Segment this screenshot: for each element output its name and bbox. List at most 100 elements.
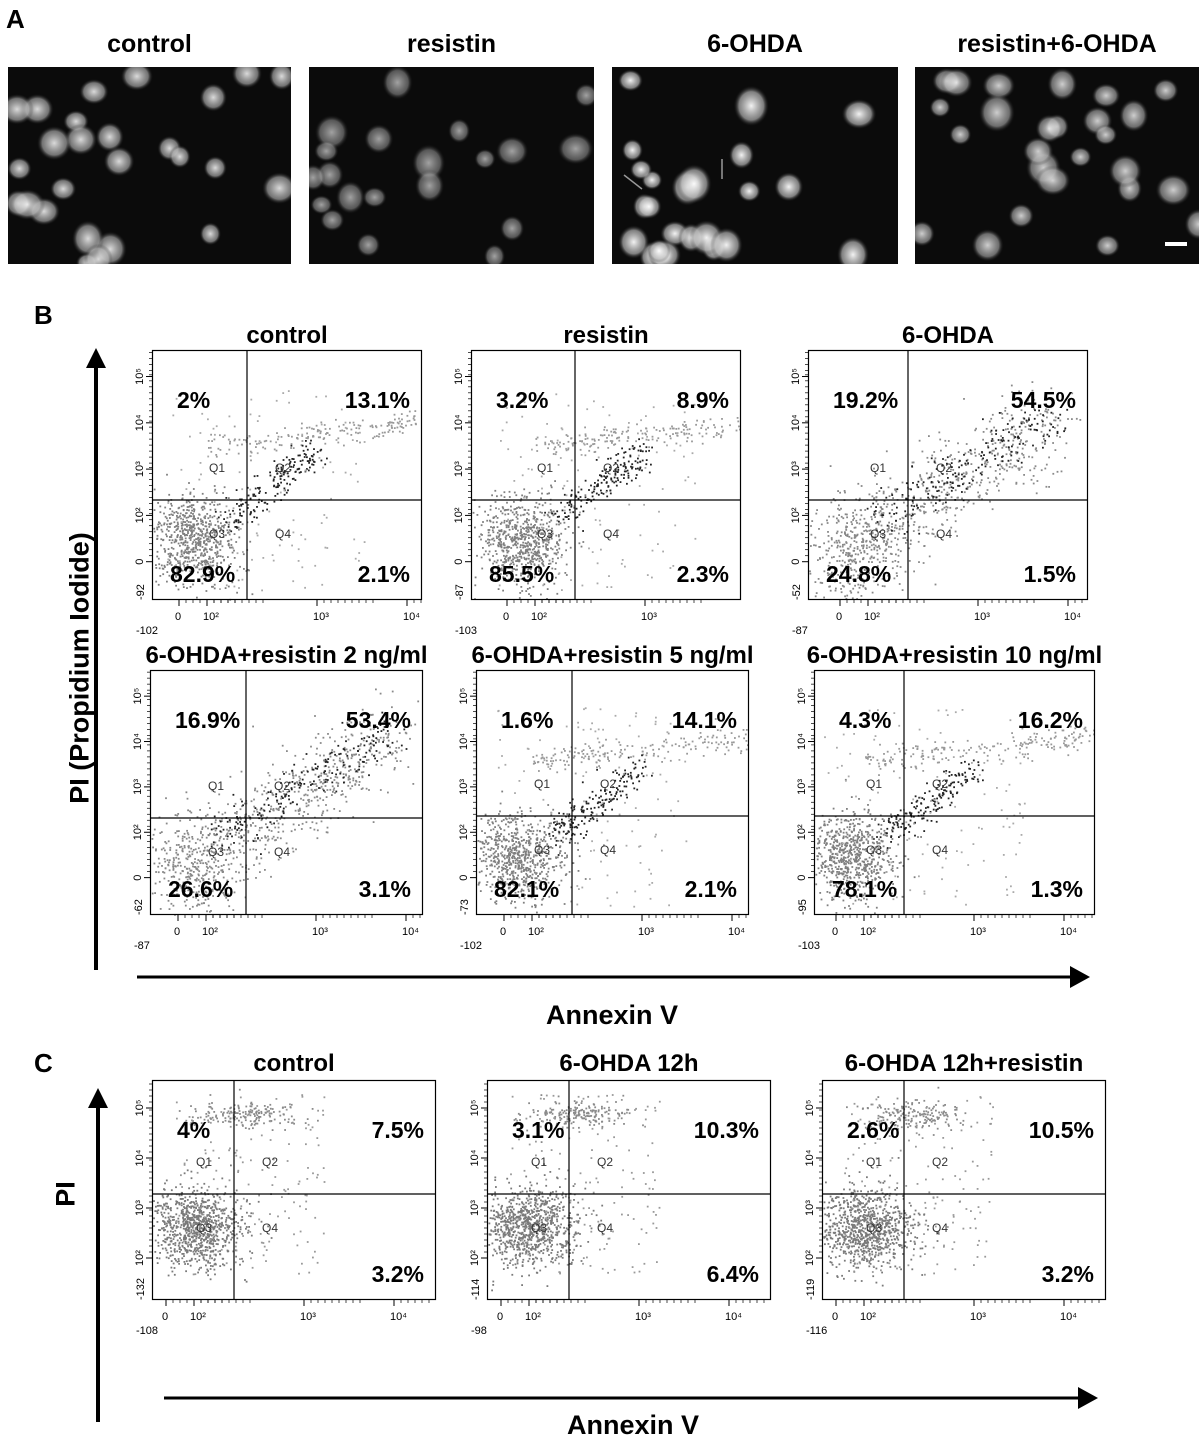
nucleus [120, 67, 153, 91]
event-dots [153, 390, 417, 601]
y-min-tick-label: -87 [454, 584, 466, 600]
nucleus [1155, 173, 1192, 206]
nucleus [1022, 137, 1054, 166]
quadrant-name-q1: Q1 [534, 777, 550, 791]
y-tick-label: 10⁵ [132, 688, 144, 705]
flow-plot-svg: Q1 Q2 Q3 Q4 19.2% 54.5% 24.8% 1.5% -87 0 10² 10³ 10⁴… [790, 349, 1089, 637]
nucleus [415, 169, 445, 203]
y-tick-label: 10⁵ [458, 688, 470, 705]
nucleus [1035, 165, 1071, 196]
nucleus [231, 67, 263, 89]
x-tick-label: 10⁴ [728, 926, 745, 938]
nucleus [314, 140, 339, 162]
quadrant-percent-q2: 8.9% [677, 387, 729, 413]
quadrant-percent-q4: 2.3% [677, 561, 729, 587]
nucleus [474, 148, 496, 169]
y-tick-label: 10⁴ [790, 414, 802, 431]
quadrant-name-q3: Q3 [537, 527, 553, 541]
quadrant-percent-q3: 82.9% [170, 561, 235, 587]
x-tick-label: 10³ [300, 1311, 316, 1323]
nucleus [630, 159, 653, 180]
quadrant-percent-q1: 3.2% [496, 387, 548, 413]
nucleus [733, 85, 769, 127]
nucleus [1047, 67, 1078, 101]
axes: -87 0 10² 10³ 10⁴ -52 0 10² 10³ 10⁴ 10⁵ [790, 352, 1083, 637]
flow-plot-title-c-9: 6-OHDA 12h+resistin [844, 1050, 1084, 1077]
x-tick-label: 10⁴ [402, 926, 419, 938]
nucleus [83, 243, 113, 264]
quadrant-name-q4: Q4 [932, 843, 948, 857]
event-dots [815, 709, 1095, 915]
y-tick-label: 10² [458, 824, 470, 840]
nucleus [483, 244, 506, 264]
x-tick-label: 0 [497, 1311, 503, 1323]
x-tick-label: 0 [832, 1311, 838, 1323]
nucleus [335, 180, 365, 214]
y-tick-label: 10⁴ [804, 1149, 816, 1166]
panel-letter-a: A [6, 4, 25, 34]
nucleus [37, 126, 72, 161]
nucleus [557, 133, 594, 165]
nucleus [728, 141, 755, 170]
nucleus [8, 157, 32, 181]
nucleus [971, 228, 1004, 262]
flow-plot-title-b-1: control [246, 322, 328, 349]
y-tick-label: 10⁴ [796, 733, 808, 750]
micrograph-title-resistin: resistin [407, 30, 496, 58]
flow-plot-svg: Q1 Q2 Q3 Q4 3.1% 10.3% 6.4% -98 0 10² 10³ 10⁴ -114 10… [469, 1079, 772, 1337]
x-min-tick-label: -102 [460, 940, 482, 952]
y-min-tick-label: -114 [470, 1279, 482, 1300]
quadrant-percent-q4: 2.1% [358, 561, 410, 587]
flow-plot-title-b-2: resistin [563, 322, 649, 349]
quadrant-percent-q2: 53.4% [346, 707, 411, 733]
quadrant-name-q4: Q4 [262, 1221, 278, 1235]
quadrant-percent-q2: 13.1% [345, 387, 410, 413]
nucleus [1091, 83, 1121, 108]
y-tick-label: 10⁵ [469, 1100, 481, 1117]
nucleus [203, 156, 227, 180]
nucleus [621, 138, 643, 162]
plot-frame [807, 349, 1089, 601]
quadrant-percent-q3: 85.5% [489, 561, 554, 587]
x-tick-label: 10² [531, 611, 547, 623]
axes: -116 0 10² 10³ 10⁴ -119 10² 10³ 10⁴ 10⁵ [804, 1083, 1100, 1337]
quadrant-percent-q4: 6.4% [707, 1261, 759, 1287]
flow-plot-b-5: Q1 Q2 Q3 Q4 1.6% 14.1% 82.1% 2.1% -102 0 10² 10³ 10⁴… [458, 669, 750, 952]
flow-plot-svg: Q1 Q2 Q3 Q4 16.9% 53.4% 26.6% 3.1% -87 0 10² 10³ 10⁴… [132, 669, 424, 952]
axes: -102 0 10² 10³ 10⁴ -73 0 10² 10³ 10⁴ 10⁵ [458, 671, 747, 952]
nucleus [982, 71, 1016, 100]
panel-b-x-arrowhead [1070, 966, 1090, 988]
y-tick-label: 10⁴ [453, 414, 465, 431]
x-tick-label: 10³ [313, 611, 329, 623]
nucleus [636, 194, 662, 219]
y-tick-label: 10² [804, 1250, 816, 1266]
nucleus [841, 99, 877, 129]
x-min-tick-label: -102 [136, 625, 158, 637]
nucleus [199, 83, 228, 112]
x-tick-label: 0 [162, 1311, 168, 1323]
x-tick-label: 10³ [970, 926, 986, 938]
plot-frame [475, 669, 750, 916]
quadrant-name-q3: Q3 [866, 1221, 882, 1235]
x-tick-label: 10³ [638, 926, 654, 938]
quadrant-percent-q2: 54.5% [1011, 387, 1076, 413]
quadrant-name-q1: Q1 [208, 779, 224, 793]
nucleus [1069, 146, 1092, 167]
flow-plot-svg: Q1 Q2 Q3 Q4 2.6% 10.5% 3.2% -116 0 10² 10³ 10⁴ -119 1… [804, 1079, 1107, 1337]
y-tick-label: 10⁴ [469, 1149, 481, 1166]
x-tick-label: 10⁴ [1060, 1311, 1077, 1323]
nucleus [79, 79, 109, 105]
micrograph-control-image [8, 67, 291, 264]
quadrant-percent-q4: 1.3% [1031, 876, 1083, 902]
y-tick-label: 10³ [134, 461, 146, 477]
y-min-tick-label: -52 [791, 584, 803, 600]
y-tick-label: 10² [796, 824, 808, 840]
event-dots [477, 707, 749, 914]
axes: -102 0 10² 10³ 10⁴ -92 0 10² 10³ 10⁴ 10⁵ [134, 352, 422, 637]
micrograph-resistin-6ohda-image [915, 67, 1199, 262]
quadrant-percent-q1: 4.3% [839, 707, 891, 733]
y-tick-label: 10⁵ [453, 368, 465, 385]
nucleus [320, 208, 345, 232]
plot-frame [470, 349, 742, 601]
y-tick-label: 10⁵ [790, 368, 802, 385]
